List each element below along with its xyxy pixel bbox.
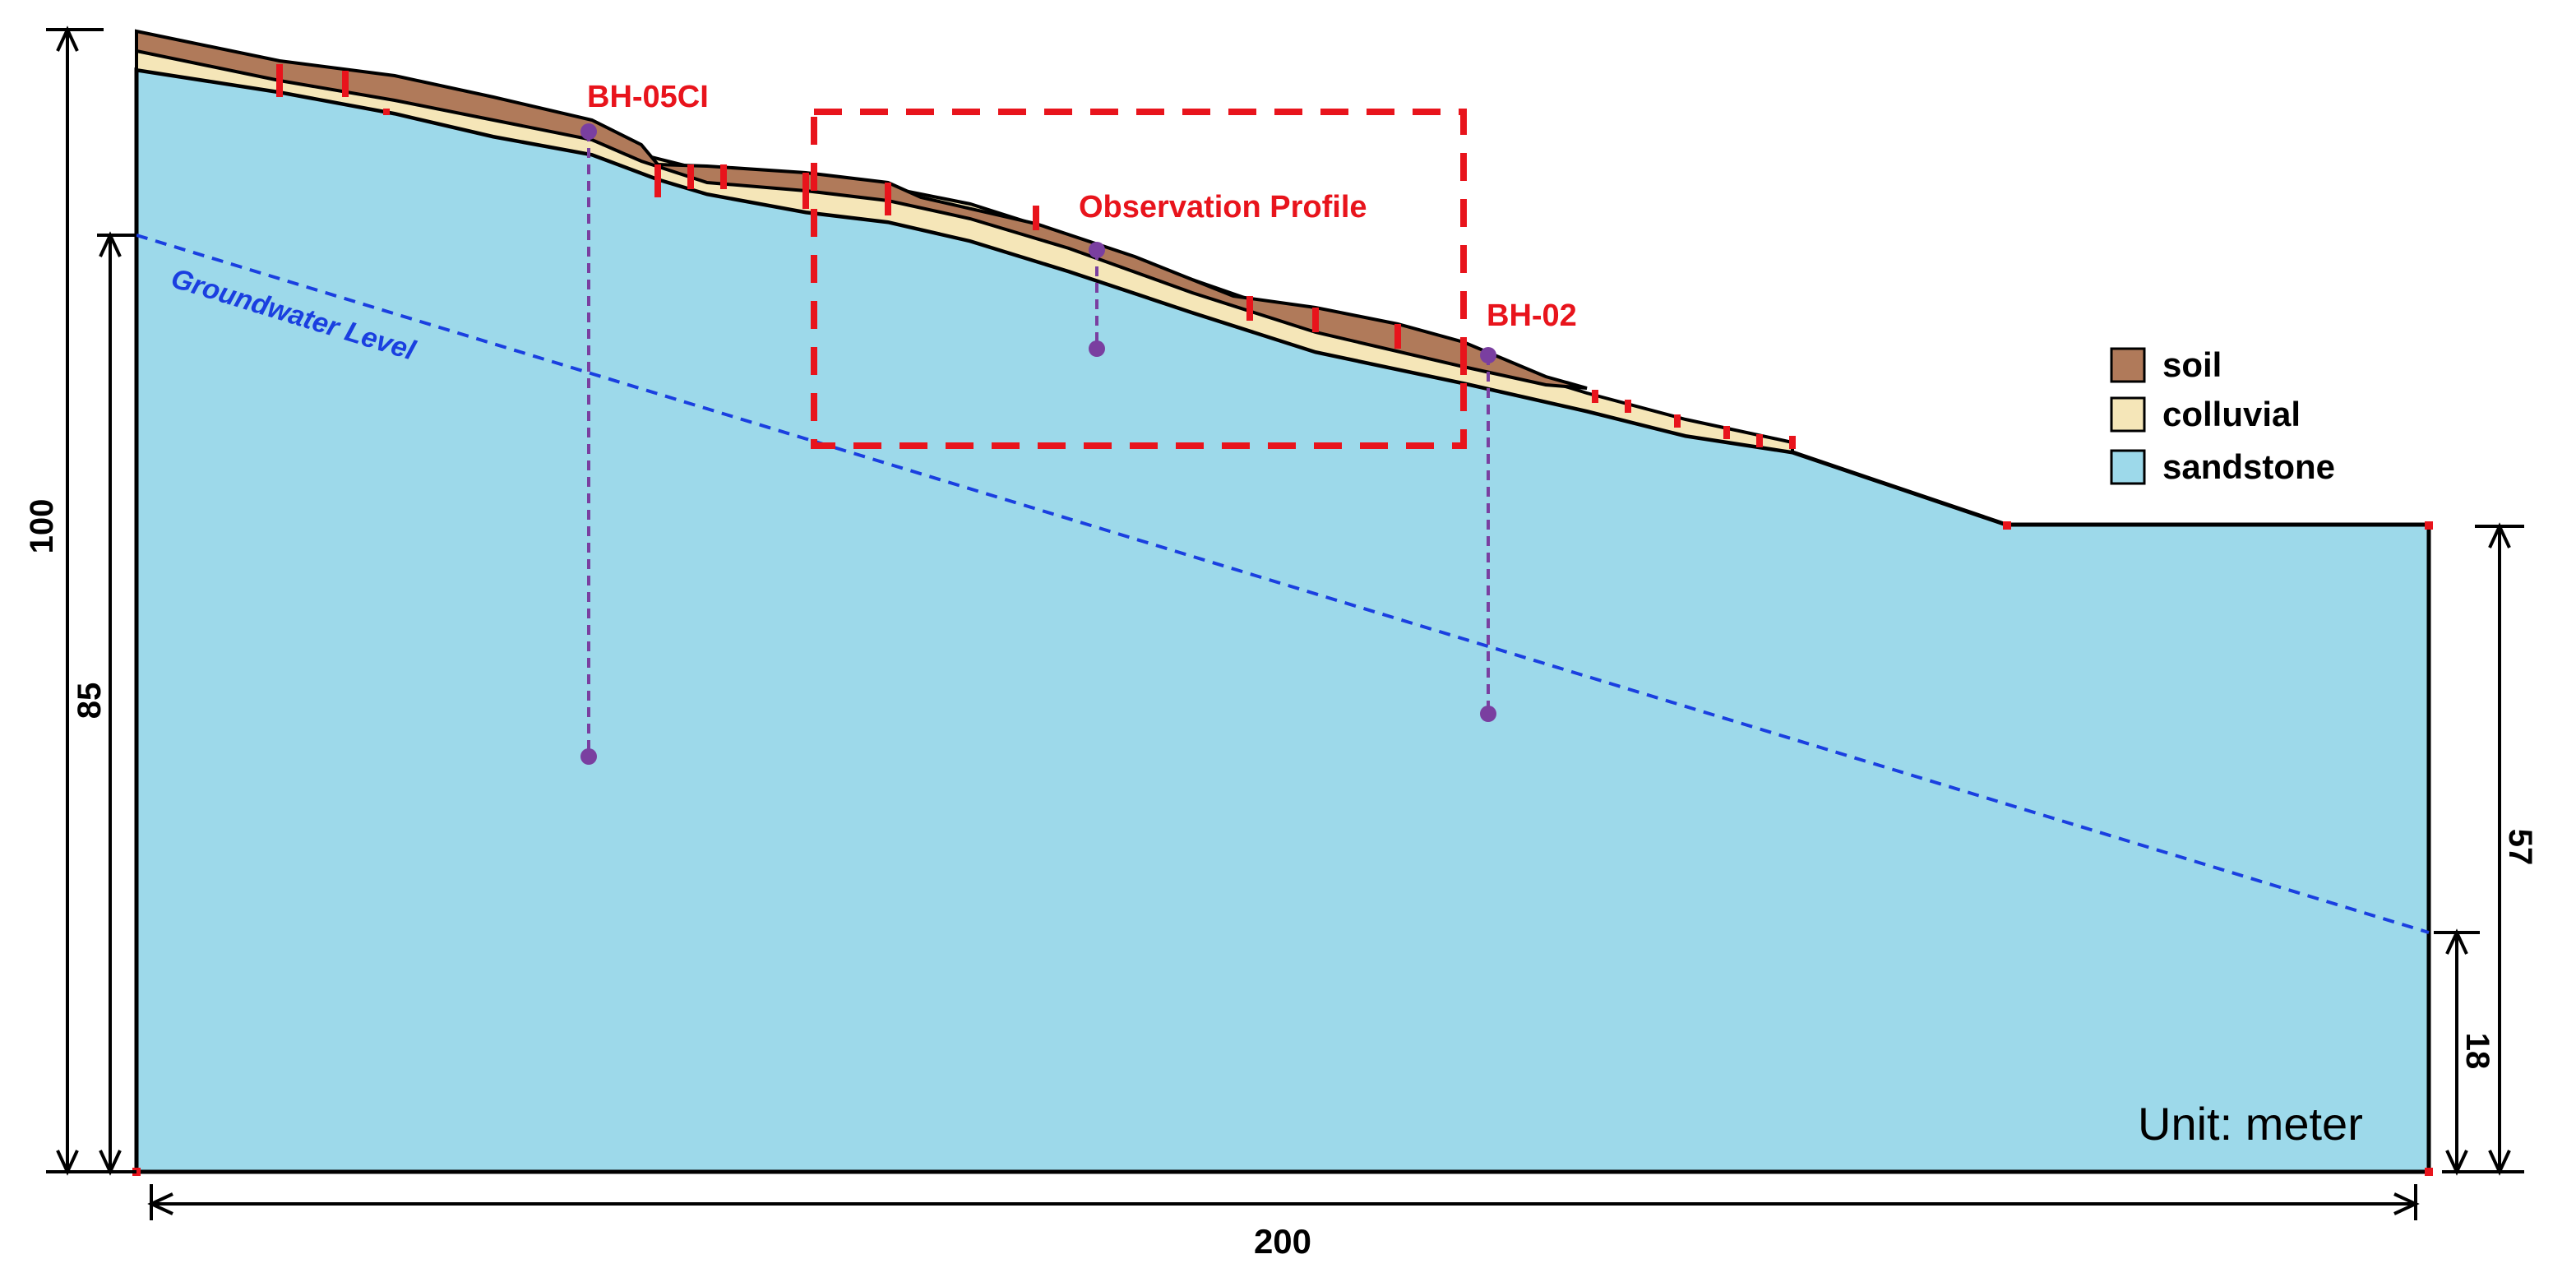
dim-height-right-surface: 57 [2502,829,2538,866]
observation-profile-label: Observation Profile [1079,190,1367,224]
dim-height-groundwater-left: 85 [72,683,108,720]
groundwater-line [136,234,2430,934]
legend: soil colluvial sandstone [2110,345,2335,486]
observation-profile-box [811,109,1467,449]
borehole-bh02: BH-02 [1480,299,1577,722]
borehole-top-marker [1089,242,1105,258]
borehole-bottom-marker [1089,340,1105,357]
borehole-observation [1089,242,1105,357]
borehole-top-marker [580,123,597,140]
dimension-lines [46,25,2524,1220]
borehole-bh05ci: BH-05CI [580,80,709,765]
borehole-bottom-marker [1480,706,1496,722]
dimension-labels: 100 85 57 18 200 [24,499,2538,1261]
dim-width-total: 200 [1254,1222,1311,1261]
legend-label-colluvial: colluvial [2162,395,2301,433]
soil-layer [135,29,1588,390]
borehole-bottom-marker [580,748,597,765]
dim-height-total: 100 [24,499,60,554]
legend-swatch-sandstone [2110,449,2146,485]
legend-label-sandstone: sandstone [2162,447,2335,486]
legend-swatch-soil [2110,347,2146,383]
legend-label-soil: soil [2162,345,2222,384]
dim-height-groundwater-right: 18 [2459,1033,2495,1070]
legend-swatch-colluvial [2110,396,2146,433]
unit-label: Unit: meter [2138,1098,2363,1150]
bh02-label: BH-02 [1487,299,1577,333]
bh05ci-label: BH-05CI [587,80,709,114]
sandstone-layer [134,67,2431,1174]
borehole-top-marker [1480,347,1496,363]
